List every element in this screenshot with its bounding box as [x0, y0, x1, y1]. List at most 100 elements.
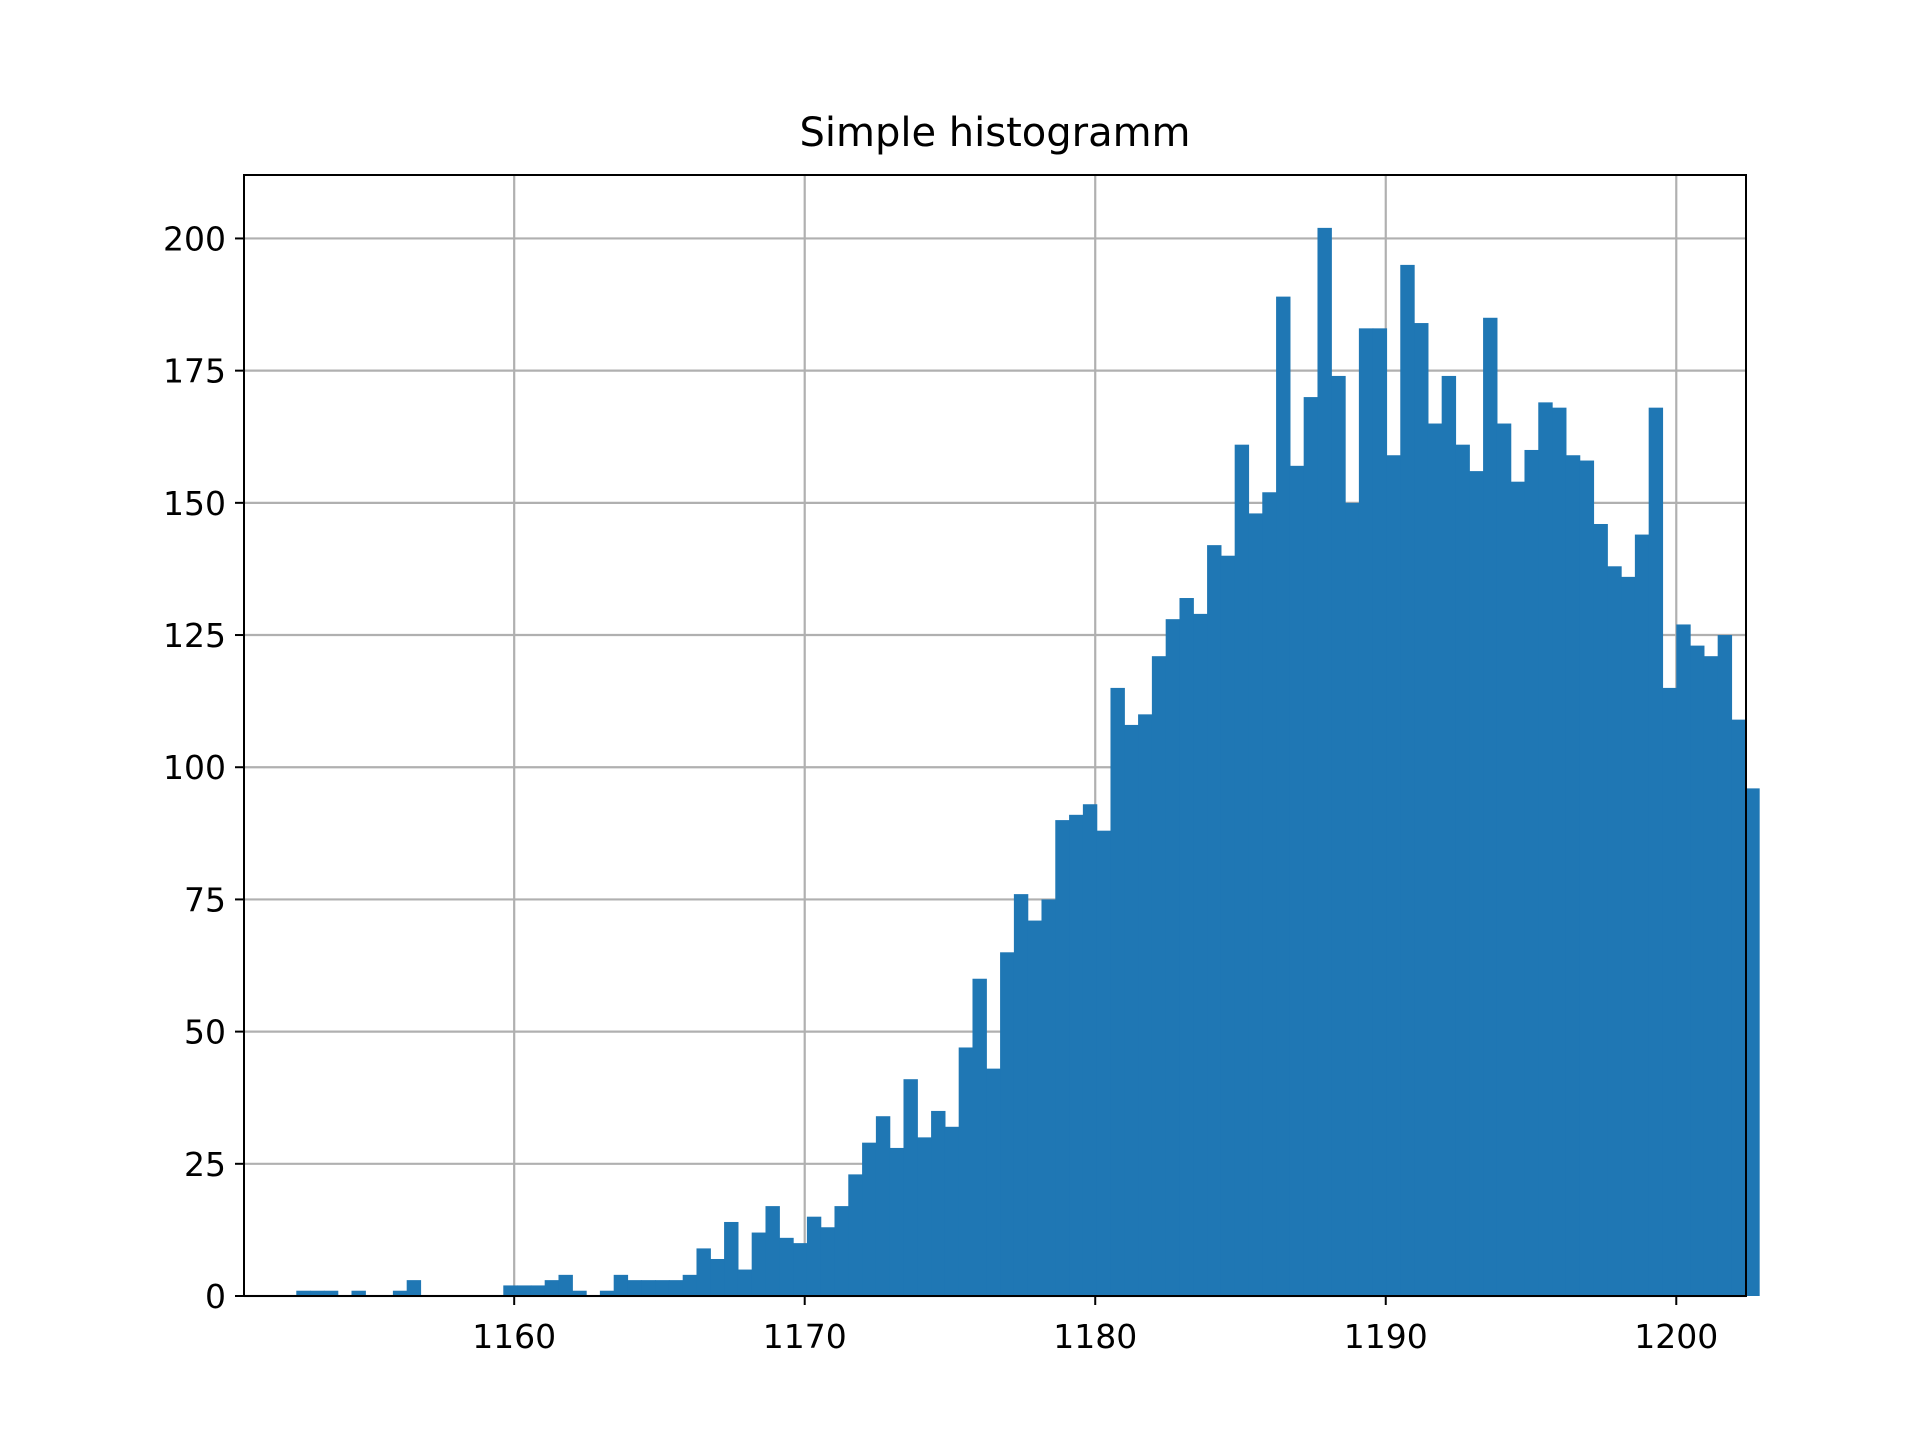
histogram-bar	[889, 1147, 905, 1296]
histogram-bar	[820, 1227, 836, 1296]
histogram-bar	[1690, 645, 1705, 1296]
histogram-bar	[1676, 624, 1691, 1296]
histogram-bar	[1621, 576, 1636, 1296]
histogram-bar	[323, 1290, 339, 1296]
histogram-bar	[1220, 555, 1236, 1296]
histogram-bar	[917, 1137, 932, 1296]
y-tick-label: 0	[205, 1277, 226, 1316]
histogram-bar	[1248, 513, 1263, 1296]
y-tick-label: 50	[184, 1013, 226, 1052]
histogram-bar	[572, 1290, 587, 1296]
histogram-bar	[1138, 714, 1153, 1296]
histogram-bar	[1289, 465, 1305, 1297]
histogram-bar	[1496, 423, 1512, 1297]
histogram-bar	[1607, 566, 1622, 1296]
x-tick-label: 1190	[1344, 1317, 1428, 1356]
histogram-bar	[1082, 804, 1098, 1296]
histogram-bar	[558, 1274, 573, 1296]
histogram-bar	[1524, 449, 1539, 1296]
histogram-bar	[544, 1280, 560, 1296]
histogram-bar	[931, 1110, 946, 1296]
histogram-bar	[806, 1216, 822, 1296]
y-tick-label: 25	[184, 1145, 226, 1184]
histogram-bar	[972, 978, 987, 1296]
histogram-bars	[296, 227, 1760, 1297]
histogram-bar	[392, 1290, 408, 1296]
histogram-bar	[1096, 830, 1112, 1296]
histogram-bar	[1151, 656, 1167, 1296]
histogram-bar	[1483, 317, 1498, 1296]
histogram-bar	[1552, 407, 1567, 1296]
histogram-bar	[1565, 455, 1581, 1296]
x-tick-label: 1180	[1053, 1317, 1137, 1356]
histogram-bar	[903, 1079, 918, 1296]
histogram-bar	[986, 1068, 1001, 1296]
histogram-bar	[710, 1258, 725, 1296]
histogram-bar	[1234, 444, 1250, 1296]
histogram-bar	[1055, 820, 1070, 1296]
histogram-bar	[1538, 402, 1553, 1296]
histogram-bar	[1165, 619, 1181, 1296]
histogram-bar	[793, 1243, 808, 1296]
histogram-bar	[1386, 455, 1401, 1296]
histogram-bar	[1634, 534, 1650, 1296]
histogram-bar	[1276, 296, 1291, 1296]
histogram-bar	[627, 1280, 642, 1296]
histogram-bar	[517, 1285, 532, 1296]
histogram-bar	[1041, 899, 1056, 1296]
histogram-bar	[1745, 788, 1760, 1296]
histogram-bar	[613, 1274, 629, 1296]
histogram-bar	[1469, 471, 1484, 1296]
histogram-bar	[682, 1274, 698, 1296]
histogram-bar	[310, 1290, 325, 1296]
histogram-bar	[1179, 598, 1194, 1296]
histogram-bar	[503, 1285, 518, 1296]
histogram-bar	[1662, 687, 1677, 1296]
histogram-bar	[1414, 323, 1429, 1296]
x-tick-label: 1200	[1634, 1317, 1718, 1356]
histogram-bar	[765, 1206, 780, 1296]
histogram-bar	[848, 1174, 863, 1296]
histogram-bar	[1717, 635, 1733, 1296]
histogram-bar	[1731, 719, 1746, 1296]
y-tick-label: 100	[163, 748, 226, 787]
histogram-bar	[1303, 397, 1319, 1296]
histogram-bar	[1331, 375, 1346, 1296]
x-tick-label: 1170	[763, 1317, 847, 1356]
histogram-bar	[1069, 814, 1084, 1296]
histogram-bar	[599, 1290, 615, 1296]
chart-title: Simple histogramm	[799, 110, 1190, 156]
histogram-bar	[1110, 687, 1125, 1296]
plot-frame	[243, 174, 1747, 1297]
histogram-bar	[1345, 502, 1360, 1297]
y-tick-label: 125	[163, 616, 226, 655]
histogram-bar	[1372, 328, 1388, 1296]
histogram-bar	[737, 1269, 753, 1296]
histogram-bar	[1455, 444, 1470, 1296]
y-tick-label: 200	[163, 219, 226, 258]
histogram-bar	[1441, 375, 1457, 1296]
y-tick-label: 150	[163, 484, 226, 523]
y-tick-label: 75	[184, 880, 226, 919]
histogram-bar	[724, 1221, 739, 1296]
histogram-bar	[958, 1047, 974, 1296]
histogram-bar	[668, 1280, 684, 1296]
histogram-bar	[641, 1280, 656, 1296]
y-tick-label: 175	[163, 352, 226, 391]
histogram-bar	[696, 1248, 711, 1296]
histogram-bar	[1703, 656, 1719, 1296]
y-axis: 0 25 50 75 100 125 150 175 200	[163, 219, 244, 1316]
histogram-bar	[944, 1126, 960, 1296]
histogram-bar	[834, 1206, 849, 1296]
histogram-bar	[296, 1290, 311, 1296]
histogram-bar	[655, 1280, 670, 1296]
histogram-bar	[1510, 481, 1526, 1296]
histogram-bar	[1358, 328, 1374, 1296]
histogram-bar	[1317, 227, 1332, 1297]
histogram-bar	[751, 1232, 767, 1296]
histogram-bar	[862, 1142, 877, 1296]
histogram-bar	[1013, 894, 1029, 1296]
histogram-bar	[875, 1116, 891, 1296]
histogram-bar	[351, 1290, 366, 1296]
